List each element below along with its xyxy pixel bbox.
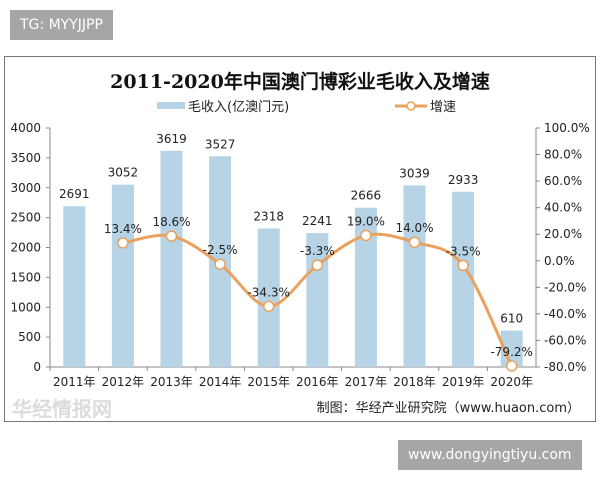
- growth-point: [262, 300, 275, 313]
- bar: [354, 207, 377, 367]
- growth-point: [311, 259, 324, 271]
- legend-line-label: 增速: [430, 100, 456, 115]
- left-tick-label: 1000: [10, 300, 41, 314]
- legend-line-marker: [406, 101, 416, 111]
- x-tick-label: 2019年: [442, 375, 485, 389]
- x-tick-label: 2018年: [393, 375, 436, 389]
- watermark: 华经情报网: [12, 397, 112, 421]
- right-tick-label: -20.0%: [544, 280, 586, 294]
- growth-point: [117, 237, 129, 249]
- x-tick-label: 2013年: [150, 375, 193, 389]
- bar-value-label: 3527: [205, 137, 236, 151]
- bar: [257, 228, 280, 367]
- growth-point: [165, 230, 178, 242]
- right-tick-label: 100.0%: [544, 121, 590, 135]
- bar-value-label: 3039: [399, 166, 430, 180]
- growth-point: [408, 236, 421, 248]
- bar: [403, 185, 426, 367]
- bar-value-label: 610: [500, 312, 523, 326]
- growth-value-label: -34.3%: [247, 285, 289, 299]
- bar: [63, 206, 86, 367]
- bar: [111, 184, 134, 367]
- left-tick-label: 2000: [10, 241, 41, 255]
- left-tick-label: 500: [18, 330, 41, 344]
- growth-point: [457, 259, 469, 272]
- right-tick-label: 80.0%: [544, 148, 582, 162]
- x-tick-label: 2012年: [102, 375, 145, 389]
- x-tick-label: 2016年: [296, 375, 339, 389]
- growth-value-label: 14.0%: [395, 221, 433, 235]
- left-tick-label: 0: [33, 360, 41, 374]
- bar-value-label: 3619: [156, 132, 187, 146]
- site-tag: www.dongyingtiyu.com: [398, 440, 582, 470]
- growth-value-label: 13.4%: [104, 222, 142, 236]
- bar-value-label: 2691: [59, 187, 90, 201]
- bar: [452, 191, 475, 367]
- bar-value-label: 3052: [108, 166, 139, 180]
- left-tick-label: 4000: [10, 121, 41, 135]
- bar-value-label: 2241: [302, 214, 333, 228]
- bar-value-label: 2933: [448, 173, 479, 187]
- bar: [160, 150, 183, 367]
- x-tick-label: 2017年: [345, 375, 388, 389]
- left-tick-label: 3000: [10, 181, 41, 195]
- growth-point: [505, 360, 518, 372]
- x-tick-label: 2020年: [490, 375, 533, 389]
- right-tick-label: -40.0%: [544, 307, 586, 321]
- growth-value-label: 19.0%: [347, 215, 385, 229]
- growth-value-label: -2.5%: [203, 243, 238, 257]
- bar-value-label: 2318: [253, 209, 284, 223]
- bar-value-label: 2666: [351, 189, 382, 203]
- legend-bar-swatch: [157, 102, 185, 109]
- growth-value-label: 18.6%: [152, 215, 190, 229]
- chart-frame: [4, 56, 596, 422]
- bar: [500, 330, 523, 367]
- x-tick-label: 2015年: [247, 375, 290, 389]
- x-tick-label: 2014年: [199, 375, 242, 389]
- growth-point: [214, 258, 226, 270]
- legend-bar-label: 毛收入(亿澳门元): [188, 99, 289, 115]
- right-tick-label: 40.0%: [544, 201, 582, 215]
- right-tick-label: -80.0%: [544, 360, 586, 374]
- growth-value-label: -3.3%: [300, 244, 335, 258]
- left-tick-label: 1500: [10, 270, 41, 284]
- growth-point: [360, 229, 372, 242]
- left-tick-label: 3500: [10, 151, 41, 165]
- right-tick-label: 20.0%: [544, 227, 582, 241]
- growth-value-label: -3.5%: [446, 244, 481, 258]
- chart-title: 2011-2020年中国澳门博彩业毛收入及增速: [110, 70, 490, 93]
- right-tick-label: 60.0%: [544, 174, 582, 188]
- x-tick-label: 2011年: [53, 375, 96, 389]
- left-tick-label: 2500: [10, 211, 41, 225]
- right-tick-label: 0.0%: [544, 254, 575, 268]
- right-tick-label: -60.0%: [544, 333, 586, 347]
- source-note: 制图：华经产业研究院（www.huaon.com）: [317, 401, 580, 416]
- growth-value-label: -79.2%: [490, 345, 532, 359]
- tg-tag: TG: MYYJJPP: [10, 10, 113, 40]
